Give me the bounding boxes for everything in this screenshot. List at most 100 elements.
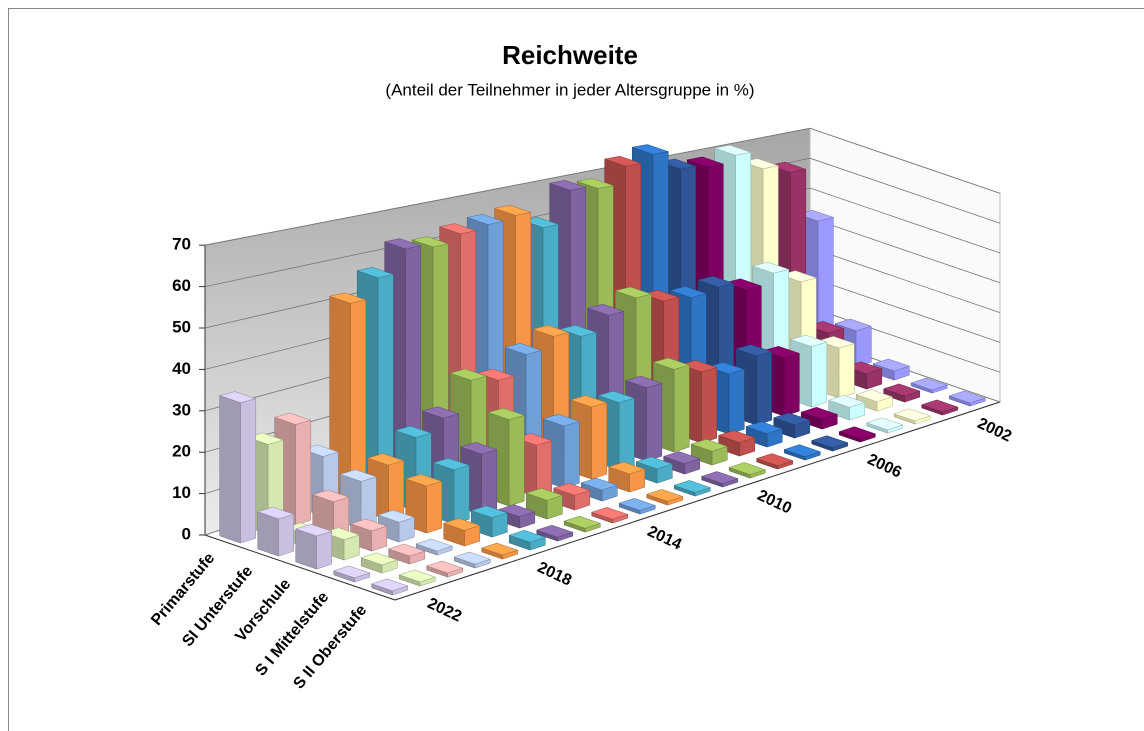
- bar-top: [442, 518, 481, 531]
- bar: [755, 453, 794, 470]
- bar: [563, 515, 602, 533]
- bar: [662, 451, 701, 475]
- bar-top: [800, 407, 839, 420]
- bar-top: [425, 560, 464, 574]
- bar-top: [301, 444, 340, 457]
- x-axis: [394, 401, 1001, 601]
- bar-top: [624, 375, 663, 388]
- bar-top: [394, 425, 433, 438]
- bar: [920, 399, 959, 416]
- bar: [597, 390, 636, 471]
- bar-top: [383, 238, 422, 250]
- bar-top: [493, 204, 532, 216]
- bar: [218, 391, 257, 544]
- grid-line: [204, 127, 1001, 246]
- bar: [772, 412, 811, 439]
- bar-top: [322, 527, 361, 540]
- bar-top: [910, 377, 949, 391]
- bar-top: [597, 390, 636, 403]
- bar-top: [548, 180, 587, 191]
- bar-top: [535, 524, 574, 538]
- bar-top: [882, 383, 921, 397]
- bar-top: [772, 412, 811, 426]
- bar-top: [476, 368, 515, 381]
- bar-top: [273, 412, 312, 425]
- bar: [635, 456, 674, 484]
- bar: [432, 458, 471, 525]
- y-tick-label: 40: [172, 359, 191, 378]
- bar-top: [662, 451, 701, 464]
- bar-top: [745, 421, 784, 434]
- bar-front: [316, 530, 333, 570]
- bar: [480, 542, 519, 560]
- bar-top: [827, 395, 866, 408]
- bar-front: [646, 382, 663, 462]
- bar: [370, 578, 409, 596]
- bar-top: [521, 217, 560, 228]
- bar-top: [438, 223, 477, 235]
- y-tick-label: 20: [172, 442, 191, 461]
- bar-front: [701, 367, 718, 444]
- bar: [717, 430, 756, 457]
- bar-top: [218, 391, 257, 403]
- bar-top: [948, 390, 987, 404]
- bar-top: [607, 461, 646, 475]
- bar-top: [810, 435, 849, 449]
- bar-top: [432, 458, 471, 471]
- bar: [673, 480, 712, 497]
- bar-top: [631, 144, 670, 155]
- bar-top: [817, 336, 856, 349]
- y-tick-label: 10: [172, 483, 191, 502]
- bar-top: [328, 292, 367, 304]
- bar-front: [295, 419, 312, 526]
- bar-top: [855, 389, 894, 402]
- bar-top: [679, 360, 718, 373]
- bar-top: [360, 552, 399, 566]
- bar: [783, 444, 822, 461]
- bar: [728, 462, 767, 479]
- bar: [339, 469, 378, 530]
- bar-front: [838, 343, 855, 399]
- bar-top: [696, 275, 735, 288]
- bar: [425, 560, 464, 578]
- bar-top: [872, 358, 911, 372]
- bar-front: [618, 397, 635, 471]
- bar-front: [783, 353, 800, 417]
- bar-side: [257, 511, 279, 557]
- bar-top: [453, 551, 492, 565]
- bar: [294, 523, 333, 570]
- bar-top: [246, 432, 285, 445]
- bar-top: [728, 462, 767, 475]
- bar: [624, 375, 663, 462]
- bar-top: [645, 489, 684, 502]
- bar-front: [855, 325, 872, 368]
- y-tick-label: 60: [172, 276, 191, 295]
- bar-top: [734, 344, 773, 357]
- bar-top: [366, 453, 405, 466]
- bar-top: [411, 236, 450, 248]
- bar-top: [700, 471, 739, 484]
- bar: [948, 390, 987, 407]
- bar-top: [768, 161, 807, 173]
- bar-top: [332, 565, 371, 579]
- bar-top: [415, 538, 454, 552]
- bar: [360, 552, 399, 574]
- bar: [415, 538, 454, 556]
- bar-front: [591, 402, 608, 480]
- depth-axis: [204, 534, 396, 601]
- bar-top: [673, 480, 712, 493]
- bar-top: [356, 267, 395, 279]
- bar: [618, 498, 657, 515]
- bar-front: [278, 513, 295, 557]
- bar-top: [783, 444, 822, 457]
- bar-top: [508, 530, 547, 543]
- bar-top: [531, 325, 570, 337]
- bar-top: [563, 515, 602, 529]
- x-tick-label: 2010: [755, 487, 795, 518]
- bar-top: [762, 346, 801, 359]
- bar-top: [641, 289, 680, 302]
- bar-top: [542, 414, 581, 427]
- bar-front: [481, 449, 498, 516]
- bar-top: [724, 278, 763, 291]
- bar-top: [256, 506, 295, 520]
